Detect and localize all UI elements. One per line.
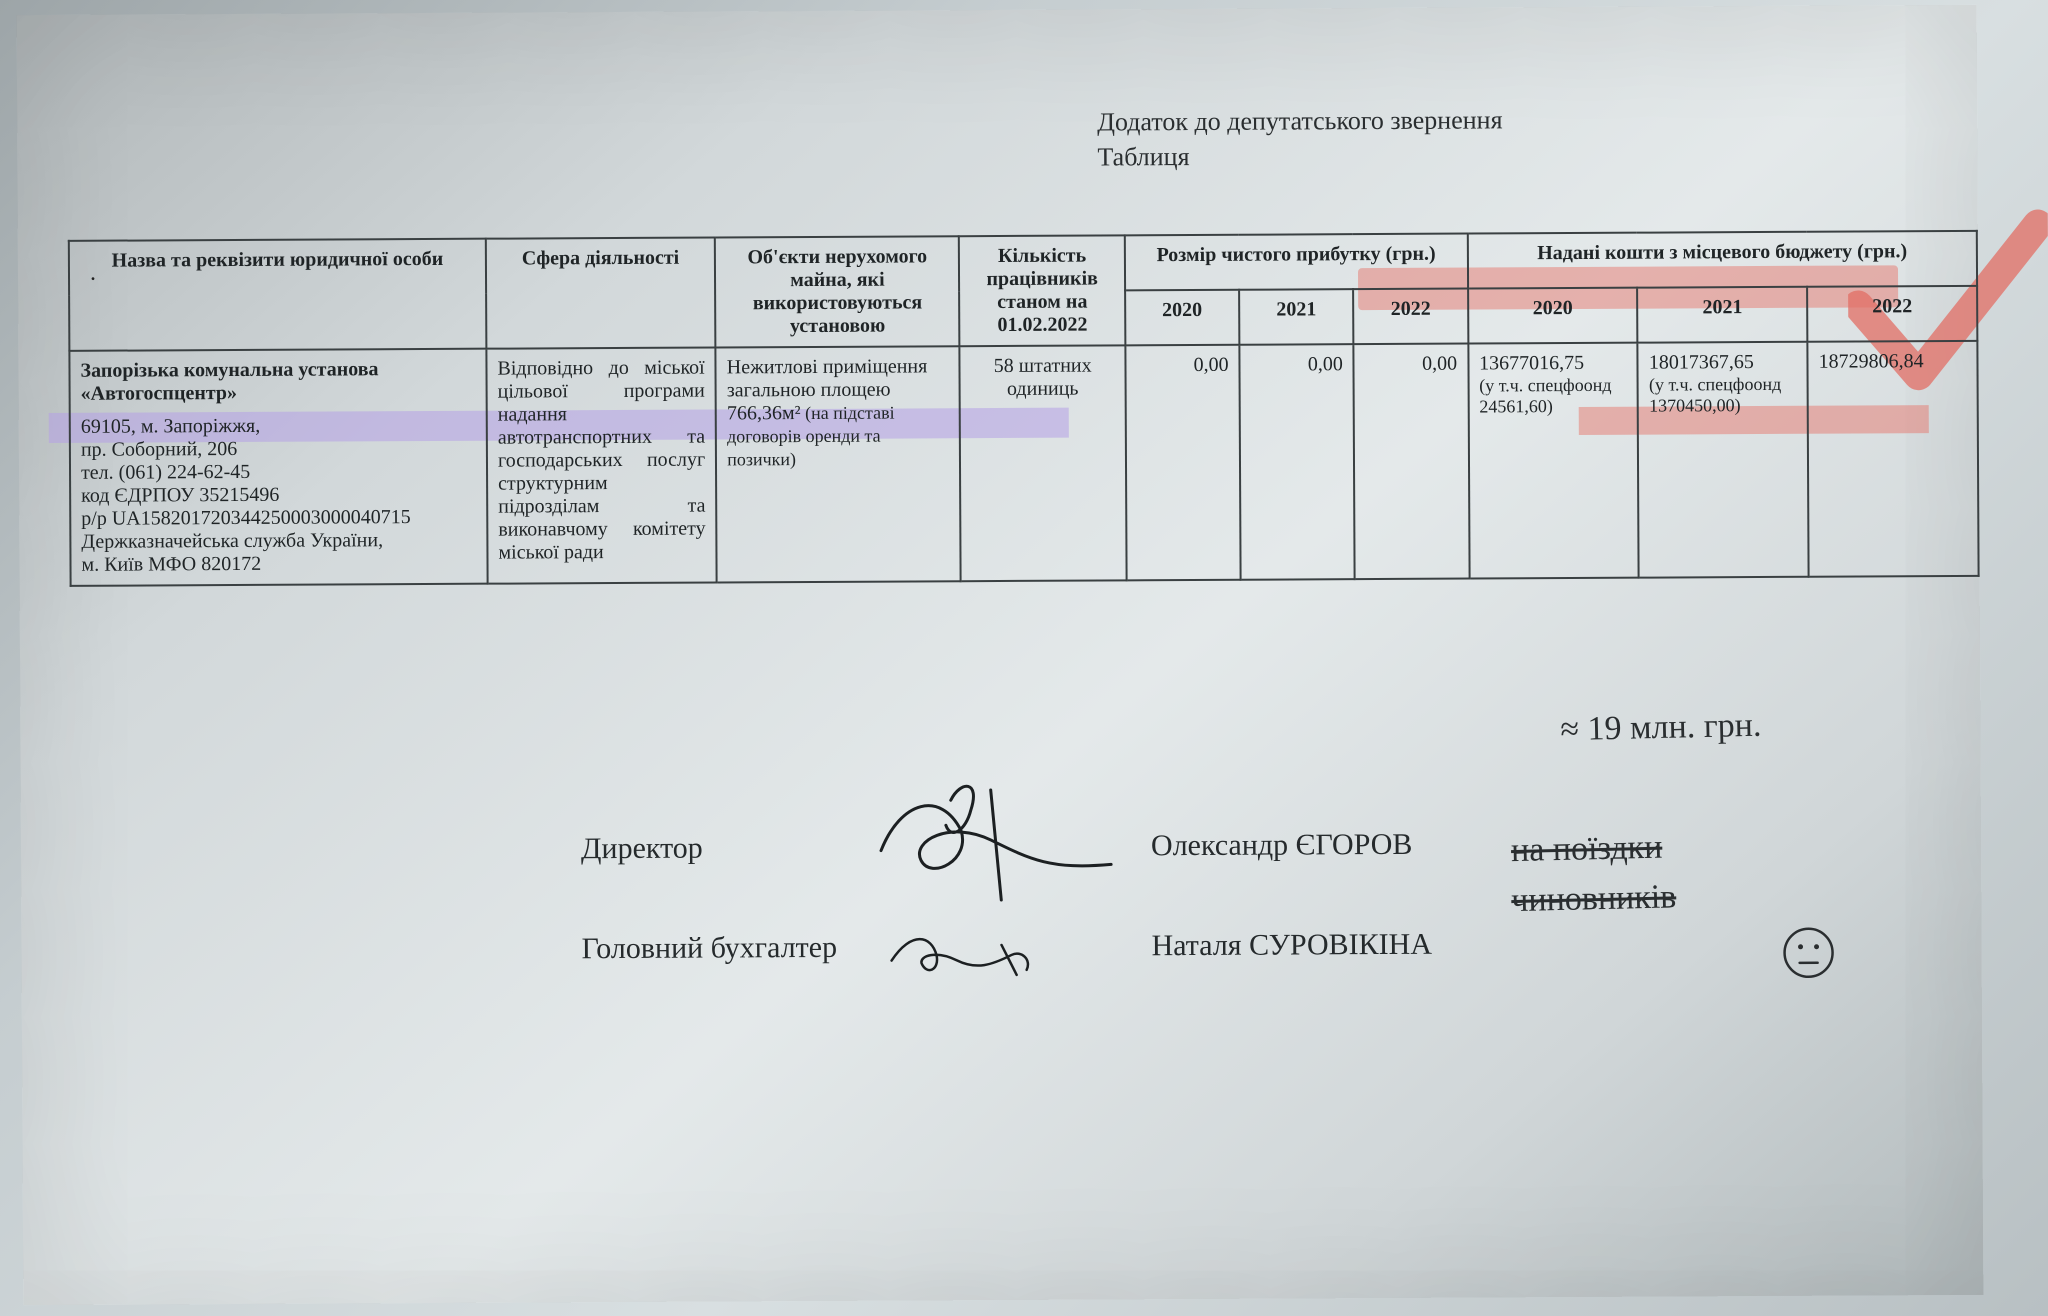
cell-profit-2021: 0,00 bbox=[1239, 344, 1354, 580]
cell-staff: 58 штатних одиниць bbox=[960, 345, 1127, 581]
handwritten-note-2: на поїздки bbox=[1511, 821, 1942, 872]
header-line-2: Таблиця bbox=[1097, 137, 1502, 174]
entity-title: Запорізька комунальна установа «Автогосп… bbox=[80, 358, 475, 406]
data-table: Назва та реквізити юридичної особи Сфера… bbox=[68, 230, 1980, 587]
cell-profit-2020: 0,00 bbox=[1125, 345, 1240, 581]
header-block: Додаток до депутатського звернення Табли… bbox=[1097, 102, 1503, 174]
entity-details: 69105, м. Запоріжжя, пр. Соборний, 206 т… bbox=[81, 414, 477, 577]
cell-entity: Запорізька комунальна установа «Автогосп… bbox=[69, 349, 487, 586]
table-row: Запорізька комунальна установа «Автогосп… bbox=[69, 341, 1978, 586]
col-header-sphere: Сфера діяльності bbox=[486, 237, 716, 348]
handwritten-note-1: ≈ 19 млн. грн. bbox=[1560, 702, 1921, 751]
header-line-1: Додаток до депутатського звернення bbox=[1097, 102, 1502, 139]
director-label: Директор bbox=[581, 832, 703, 867]
col-header-objects: Об'єкти нерухомого майна, які використов… bbox=[715, 236, 960, 347]
cell-funds-2020: 13677016,75 (у т.ч. спецфоонд 24561,60) bbox=[1468, 343, 1639, 579]
col-header-profit: Розмір чистого прибутку (грн.) bbox=[1125, 234, 1468, 291]
cell-funds-2022: 18729806,84 bbox=[1808, 341, 1979, 577]
profit-year-2022: 2022 bbox=[1353, 289, 1468, 345]
accountant-label: Головний бухгалтер bbox=[581, 931, 837, 966]
funds-year-2022: 2022 bbox=[1807, 286, 1977, 342]
accountant-name: Наталя СУРОВІКІНА bbox=[1151, 928, 1432, 963]
funds-year-2021: 2021 bbox=[1637, 287, 1807, 343]
document-page: Додаток до депутатського звернення Табли… bbox=[17, 5, 1984, 1305]
cell-objects: Нежитлові приміщення загальною площею 76… bbox=[716, 346, 961, 582]
cell-profit-2022: 0,00 bbox=[1354, 344, 1469, 580]
accountant-signature bbox=[881, 915, 1041, 986]
col-header-name: Назва та реквізити юридичної особи bbox=[69, 239, 487, 351]
bullet-dot: . bbox=[90, 260, 96, 287]
cell-sphere: Відповідно до міської цільової програми … bbox=[486, 347, 716, 583]
cell-funds-2021: 18017367,65 (у т.ч. спецфоонд 1370450,00… bbox=[1638, 342, 1809, 578]
funds-2020-note: (у т.ч. спецфоонд 24561,60) bbox=[1479, 375, 1627, 418]
funds-2021-value: 18017367,65 bbox=[1649, 351, 1797, 375]
profit-year-2020: 2020 bbox=[1125, 290, 1240, 346]
col-header-staff: Кількість працівників станом на 01.02.20… bbox=[959, 235, 1125, 346]
sad-face-icon bbox=[1781, 926, 1836, 981]
director-name: Олександр ЄГОРОВ bbox=[1151, 828, 1413, 863]
funds-year-2020: 2020 bbox=[1468, 288, 1638, 344]
col-header-funds: Надані кошти з місцевого бюджету (грн.) bbox=[1467, 231, 1977, 289]
funds-2020-value: 13677016,75 bbox=[1479, 352, 1627, 376]
funds-2021-note: (у т.ч. спецфоонд 1370450,00) bbox=[1649, 374, 1797, 417]
handwritten-note-3: чиновників bbox=[1511, 871, 1942, 922]
director-signature bbox=[851, 769, 1132, 910]
profit-year-2021: 2021 bbox=[1239, 289, 1354, 345]
